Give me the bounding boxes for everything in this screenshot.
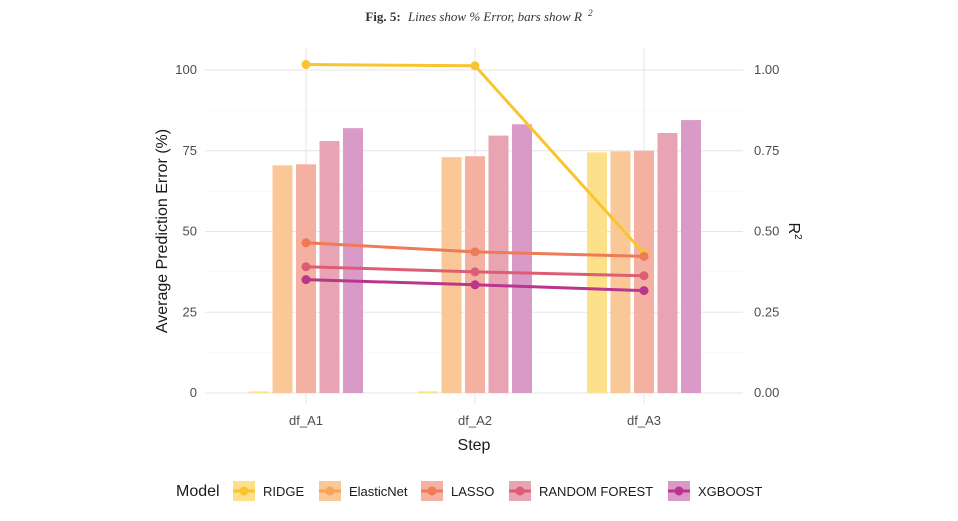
y2-tick-label: 1.00 xyxy=(754,62,779,77)
legend-item: RANDOM FOREST xyxy=(509,481,653,501)
bar-elasticnet xyxy=(272,165,293,393)
line-layer xyxy=(301,60,649,296)
bar-ridge xyxy=(418,391,438,393)
y-tick-label: 100 xyxy=(175,62,197,77)
bar-random-forest xyxy=(488,135,509,393)
legend-label: RIDGE xyxy=(263,484,305,499)
legend-item: XGBOOST xyxy=(668,481,762,501)
y-tick-label: 50 xyxy=(183,224,197,239)
y2-tick-label: 0.00 xyxy=(754,385,779,400)
legend-key-point xyxy=(427,486,437,496)
y-tick-label: 25 xyxy=(183,304,197,319)
x-tick-label: df_A2 xyxy=(458,413,492,428)
x-tick-label: df_A1 xyxy=(289,413,323,428)
point-xgboost xyxy=(639,286,649,296)
bar-xgboost xyxy=(343,128,363,393)
y2-axis-title-base: R xyxy=(785,222,802,234)
y-tick-label: 0 xyxy=(190,385,197,400)
legend-key-point xyxy=(239,486,249,496)
point-random-forest xyxy=(639,271,649,281)
legend: Model RIDGE ElasticNet LASSO RANDOM FOREST X… xyxy=(176,481,762,501)
y-tick-label: 75 xyxy=(183,143,197,158)
legend-label: ElasticNet xyxy=(349,484,408,499)
legend-title: Model xyxy=(176,483,220,500)
bar-xgboost xyxy=(681,120,701,393)
point-random-forest xyxy=(470,267,480,277)
legend-key-point xyxy=(325,486,335,496)
point-random-forest xyxy=(301,262,311,272)
y2-tick-label: 0.50 xyxy=(754,224,779,239)
point-ridge xyxy=(301,60,311,70)
legend-key-point xyxy=(674,486,684,496)
y-axis-title: Average Prediction Error (%) xyxy=(154,129,171,333)
figure-caption: Fig. 5: Lines show % Error, bars show R … xyxy=(365,8,593,24)
legend-label: XGBOOST xyxy=(698,484,762,499)
y2-tick-label: 0.25 xyxy=(754,304,779,319)
point-lasso xyxy=(639,251,649,261)
caption-prefix: Fig. 5: xyxy=(365,9,400,24)
bar-random-forest xyxy=(657,132,678,394)
x-axis-title: Step xyxy=(458,437,491,454)
caption-text: Lines show % Error, bars show R xyxy=(407,9,582,24)
bar-xgboost xyxy=(512,124,532,393)
bar-ridge xyxy=(249,391,269,393)
y2-axis-title-sup: 2 xyxy=(792,234,803,240)
bar-elasticnet xyxy=(610,151,631,393)
legend-label: LASSO xyxy=(451,484,494,499)
bar-elasticnet xyxy=(441,157,462,393)
point-xgboost xyxy=(470,280,480,290)
legend-key-point xyxy=(515,486,525,496)
legend-item: ElasticNet xyxy=(319,481,408,501)
axis-labels: 0 0.00 25 0.25 50 0.50 75 0.75 100 1.00 df_A1 df_A2… xyxy=(175,62,779,428)
point-xgboost xyxy=(301,275,311,285)
bar-ridge xyxy=(587,152,607,393)
point-lasso xyxy=(470,247,480,257)
legend-item: LASSO xyxy=(421,481,494,501)
y2-tick-label: 0.75 xyxy=(754,143,779,158)
legend-item: RIDGE xyxy=(233,481,305,501)
y2-axis-title: R2 xyxy=(785,222,803,240)
caption-superscript: 2 xyxy=(588,8,593,18)
x-tick-label: df_A3 xyxy=(627,413,661,428)
point-ridge xyxy=(470,61,480,71)
point-lasso xyxy=(301,238,311,248)
legend-label: RANDOM FOREST xyxy=(539,484,653,499)
